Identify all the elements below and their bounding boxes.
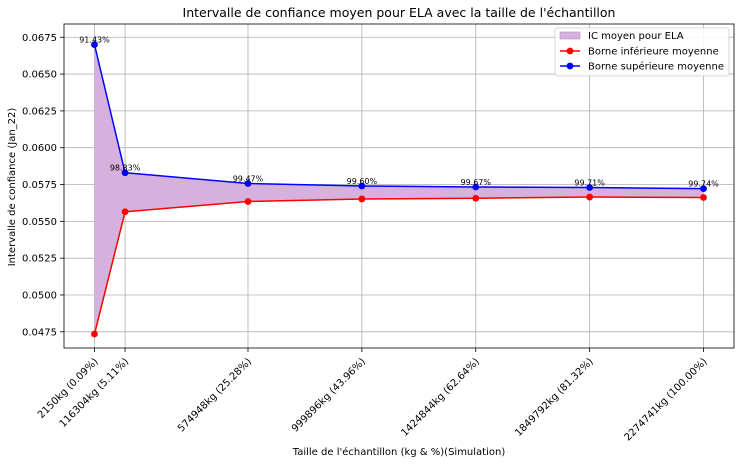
- y-tick-label: 0.0675: [22, 33, 57, 44]
- annotation-layer: 91.43% 98.83% 99.47% 99.60% 99.67% 99.71% 99.7…: [79, 36, 719, 189]
- legend-box: [554, 27, 730, 77]
- y-tick-label: 0.0625: [22, 106, 57, 117]
- x-tick-label: 999896kg (43.96%): [290, 356, 368, 434]
- y-tick-label: 0.0575: [22, 180, 57, 191]
- confidence-band: [94, 44, 704, 335]
- series-0-point: [121, 208, 129, 216]
- series-layer: [91, 41, 707, 338]
- legend-series-label: Borne inférieure moyenne: [588, 46, 719, 58]
- series-1-point: [700, 185, 707, 193]
- y-tick-label: 0.0525: [22, 254, 57, 265]
- x-tick-label: 574948kg (25.28%): [176, 356, 254, 434]
- point-annotation: 98.83%: [110, 164, 141, 173]
- x-tick-label: 2274741kg (100.00%): [623, 356, 710, 443]
- series-0-point: [472, 194, 480, 202]
- legend-band-swatch: [559, 31, 581, 40]
- series-0-point: [586, 193, 594, 201]
- point-annotation: 91.43%: [79, 36, 110, 45]
- series-0-point: [358, 195, 366, 203]
- plot-frame: [63, 23, 735, 349]
- legend-marker: [566, 47, 574, 55]
- point-annotation: 99.67%: [460, 178, 491, 187]
- legend-band-label: IC moyen pour ELA: [588, 31, 684, 42]
- legend-series-label: Borne supérieure moyenne: [588, 61, 724, 73]
- point-annotation: 99.47%: [233, 174, 264, 183]
- series-0-point: [700, 194, 707, 201]
- series-1-point: [358, 182, 366, 190]
- series-1-point: [91, 41, 98, 49]
- legend-marker: [566, 62, 574, 70]
- y-tick-label: 0.0550: [22, 217, 57, 228]
- series-1-point: [244, 180, 252, 187]
- point-annotation: 99.71%: [574, 178, 605, 187]
- series-1-point: [472, 183, 480, 191]
- x-tick-label: 1849792kg (81.32%): [513, 356, 596, 439]
- point-annotation: 99.60%: [347, 177, 378, 186]
- series-1-point: [121, 169, 129, 177]
- x-tick-label: 1424844kg (62.64%): [399, 356, 482, 439]
- series-line-0: [93, 196, 704, 335]
- chart-title: Intervalle de confiance moyen pour ELA a…: [183, 5, 616, 20]
- y-tick-label: 0.0600: [22, 143, 57, 154]
- y-tick-label: 0.0500: [22, 290, 57, 301]
- y-axis-label: Intervalle de confiance (Jan_22): [7, 108, 18, 267]
- x-axis-label: Taille de l'échantillon (kg & %)(Simulat…: [292, 446, 506, 458]
- legend: IC moyen pour ELA Borne inférieure moyenn…: [554, 27, 730, 77]
- y-tick-label: 0.0650: [22, 70, 57, 81]
- series-0-point: [244, 198, 252, 205]
- point-annotation: 99.74%: [688, 180, 719, 189]
- band-layer: [94, 44, 704, 335]
- series-0-point: [91, 330, 98, 338]
- series-1-point: [586, 184, 594, 191]
- axis-layer: 0.0475 0.0500 0.0525 0.0550 0.0575 0.0600 0.06…: [22, 23, 735, 443]
- y-tick-label: 0.0475: [22, 327, 57, 338]
